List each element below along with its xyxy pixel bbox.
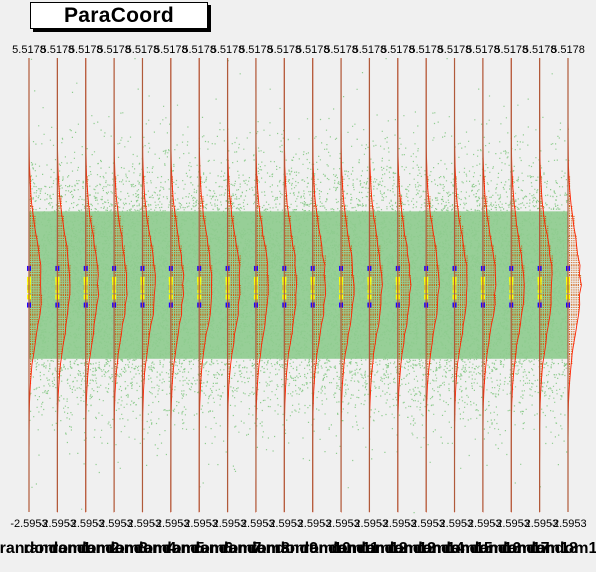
histogram-fill [569, 176, 582, 384]
histogram-fill [86, 176, 99, 384]
axis-max-label: 5.5178 [381, 44, 415, 56]
axis-name-label: random16 [445, 540, 522, 557]
axis-min-label: -2.5953 [67, 518, 104, 530]
title-box: ParaCoord [30, 2, 208, 29]
chart-title: ParaCoord [63, 3, 175, 27]
axis-min-label: -2.5953 [379, 518, 416, 530]
axis-min-label: -2.5953 [237, 518, 274, 530]
axis-max-label: 5.5178 [409, 44, 443, 56]
axis-name-label: random10 [274, 540, 351, 557]
axis-min-label: -2.5953 [209, 518, 246, 530]
axis-min-label: -2.5953 [493, 518, 530, 530]
axis-name-label: random6 [165, 540, 233, 557]
histogram-fill [313, 176, 326, 384]
axis-name-label: random5 [137, 540, 205, 557]
axis-max-label: 5.5178 [296, 44, 330, 56]
axes [28, 58, 569, 512]
axis-name-label: random3 [80, 540, 148, 557]
histogram-fill [342, 176, 355, 384]
axis-name-label: random12 [331, 540, 408, 557]
axis-max-label: 5.5178 [211, 44, 245, 56]
axis-max-label: 5.5178 [239, 44, 273, 56]
axis-max-label: 5.5178 [267, 44, 301, 56]
axis-max-label: 5.5178 [154, 44, 188, 56]
axis-name-label: random2 [52, 540, 120, 557]
axis-name-label: random [0, 540, 58, 557]
axis-max-label: 5.5178 [12, 44, 46, 56]
polyline-band [29, 58, 570, 514]
histogram-fill [256, 176, 269, 384]
axis-min-label: -2.5953 [266, 518, 303, 530]
axis-max-label: 5.5178 [41, 44, 75, 56]
axis-name-label: random9 [251, 540, 319, 557]
axis-min-label: -2.5953 [464, 518, 501, 530]
axis-max-label: 5.5178 [97, 44, 131, 56]
histogram-fill [512, 176, 525, 384]
axis-min-label: -2.5953 [10, 518, 47, 530]
axis-name-label: random8 [222, 540, 290, 557]
histogram-fill [171, 176, 184, 384]
band-speckles [29, 58, 570, 514]
axis-min-label: -2.5953 [322, 518, 359, 530]
axis-name-label: random7 [194, 540, 262, 557]
axis-name-label: random17 [473, 540, 550, 557]
band-core [369, 211, 398, 359]
histogram-fill [228, 176, 241, 384]
axis-min-label: -2.5953 [39, 518, 76, 530]
axis-name-label: random15 [416, 540, 493, 557]
histogram-fill [398, 176, 411, 384]
axis-name-label: random19 [530, 540, 596, 557]
axis-name-label: random4 [109, 540, 177, 557]
histogram-fill [58, 176, 71, 384]
axis-max-label: 5.5178 [551, 44, 585, 56]
histogram-fill [143, 176, 156, 384]
axis-min-label: -2.5953 [181, 518, 218, 530]
axis-name-label: random11 [303, 540, 379, 557]
axis-max-label: 5.5178 [438, 44, 472, 56]
histogram-fill [455, 176, 468, 384]
axis-max-label: 5.5178 [494, 44, 528, 56]
axis-labels: 5.5178-2.5953random5.5178-2.5953random15… [0, 44, 596, 557]
axis-max-label: 5.5178 [523, 44, 557, 56]
histogram-fill [115, 176, 128, 384]
axis-max-label: 5.5178 [182, 44, 216, 56]
axis-name-label: random13 [360, 540, 437, 557]
axis-min-label: -2.5953 [152, 518, 189, 530]
axis-name-label: random18 [501, 540, 578, 557]
histogram-fill [30, 176, 43, 384]
axis-max-label: 5.5178 [466, 44, 500, 56]
histogram-fill [483, 176, 496, 384]
histogram-fill [370, 176, 383, 384]
histogram-fill [540, 176, 553, 384]
histogram-fill [200, 176, 213, 384]
axis-name-label: random14 [388, 540, 465, 557]
axis-min-label: -2.5953 [408, 518, 445, 530]
axis-min-label: -2.5953 [549, 518, 586, 530]
axis-max-label: 5.5178 [126, 44, 160, 56]
band-core [199, 211, 228, 359]
axis-min-label: -2.5953 [436, 518, 473, 530]
axis-max-label: 5.5178 [324, 44, 358, 56]
axis-max-label: 5.5178 [353, 44, 387, 56]
histogram-fill [285, 176, 298, 384]
axis-min-label: -2.5953 [124, 518, 161, 530]
axis-min-label: -2.5953 [351, 518, 388, 530]
axis-min-label: -2.5953 [95, 518, 132, 530]
axis-name-label: random1 [24, 540, 92, 557]
axis-min-label: -2.5953 [521, 518, 558, 530]
axis-min-label: -2.5953 [294, 518, 331, 530]
axis-max-label: 5.5178 [69, 44, 103, 56]
histogram-fill [427, 176, 440, 384]
